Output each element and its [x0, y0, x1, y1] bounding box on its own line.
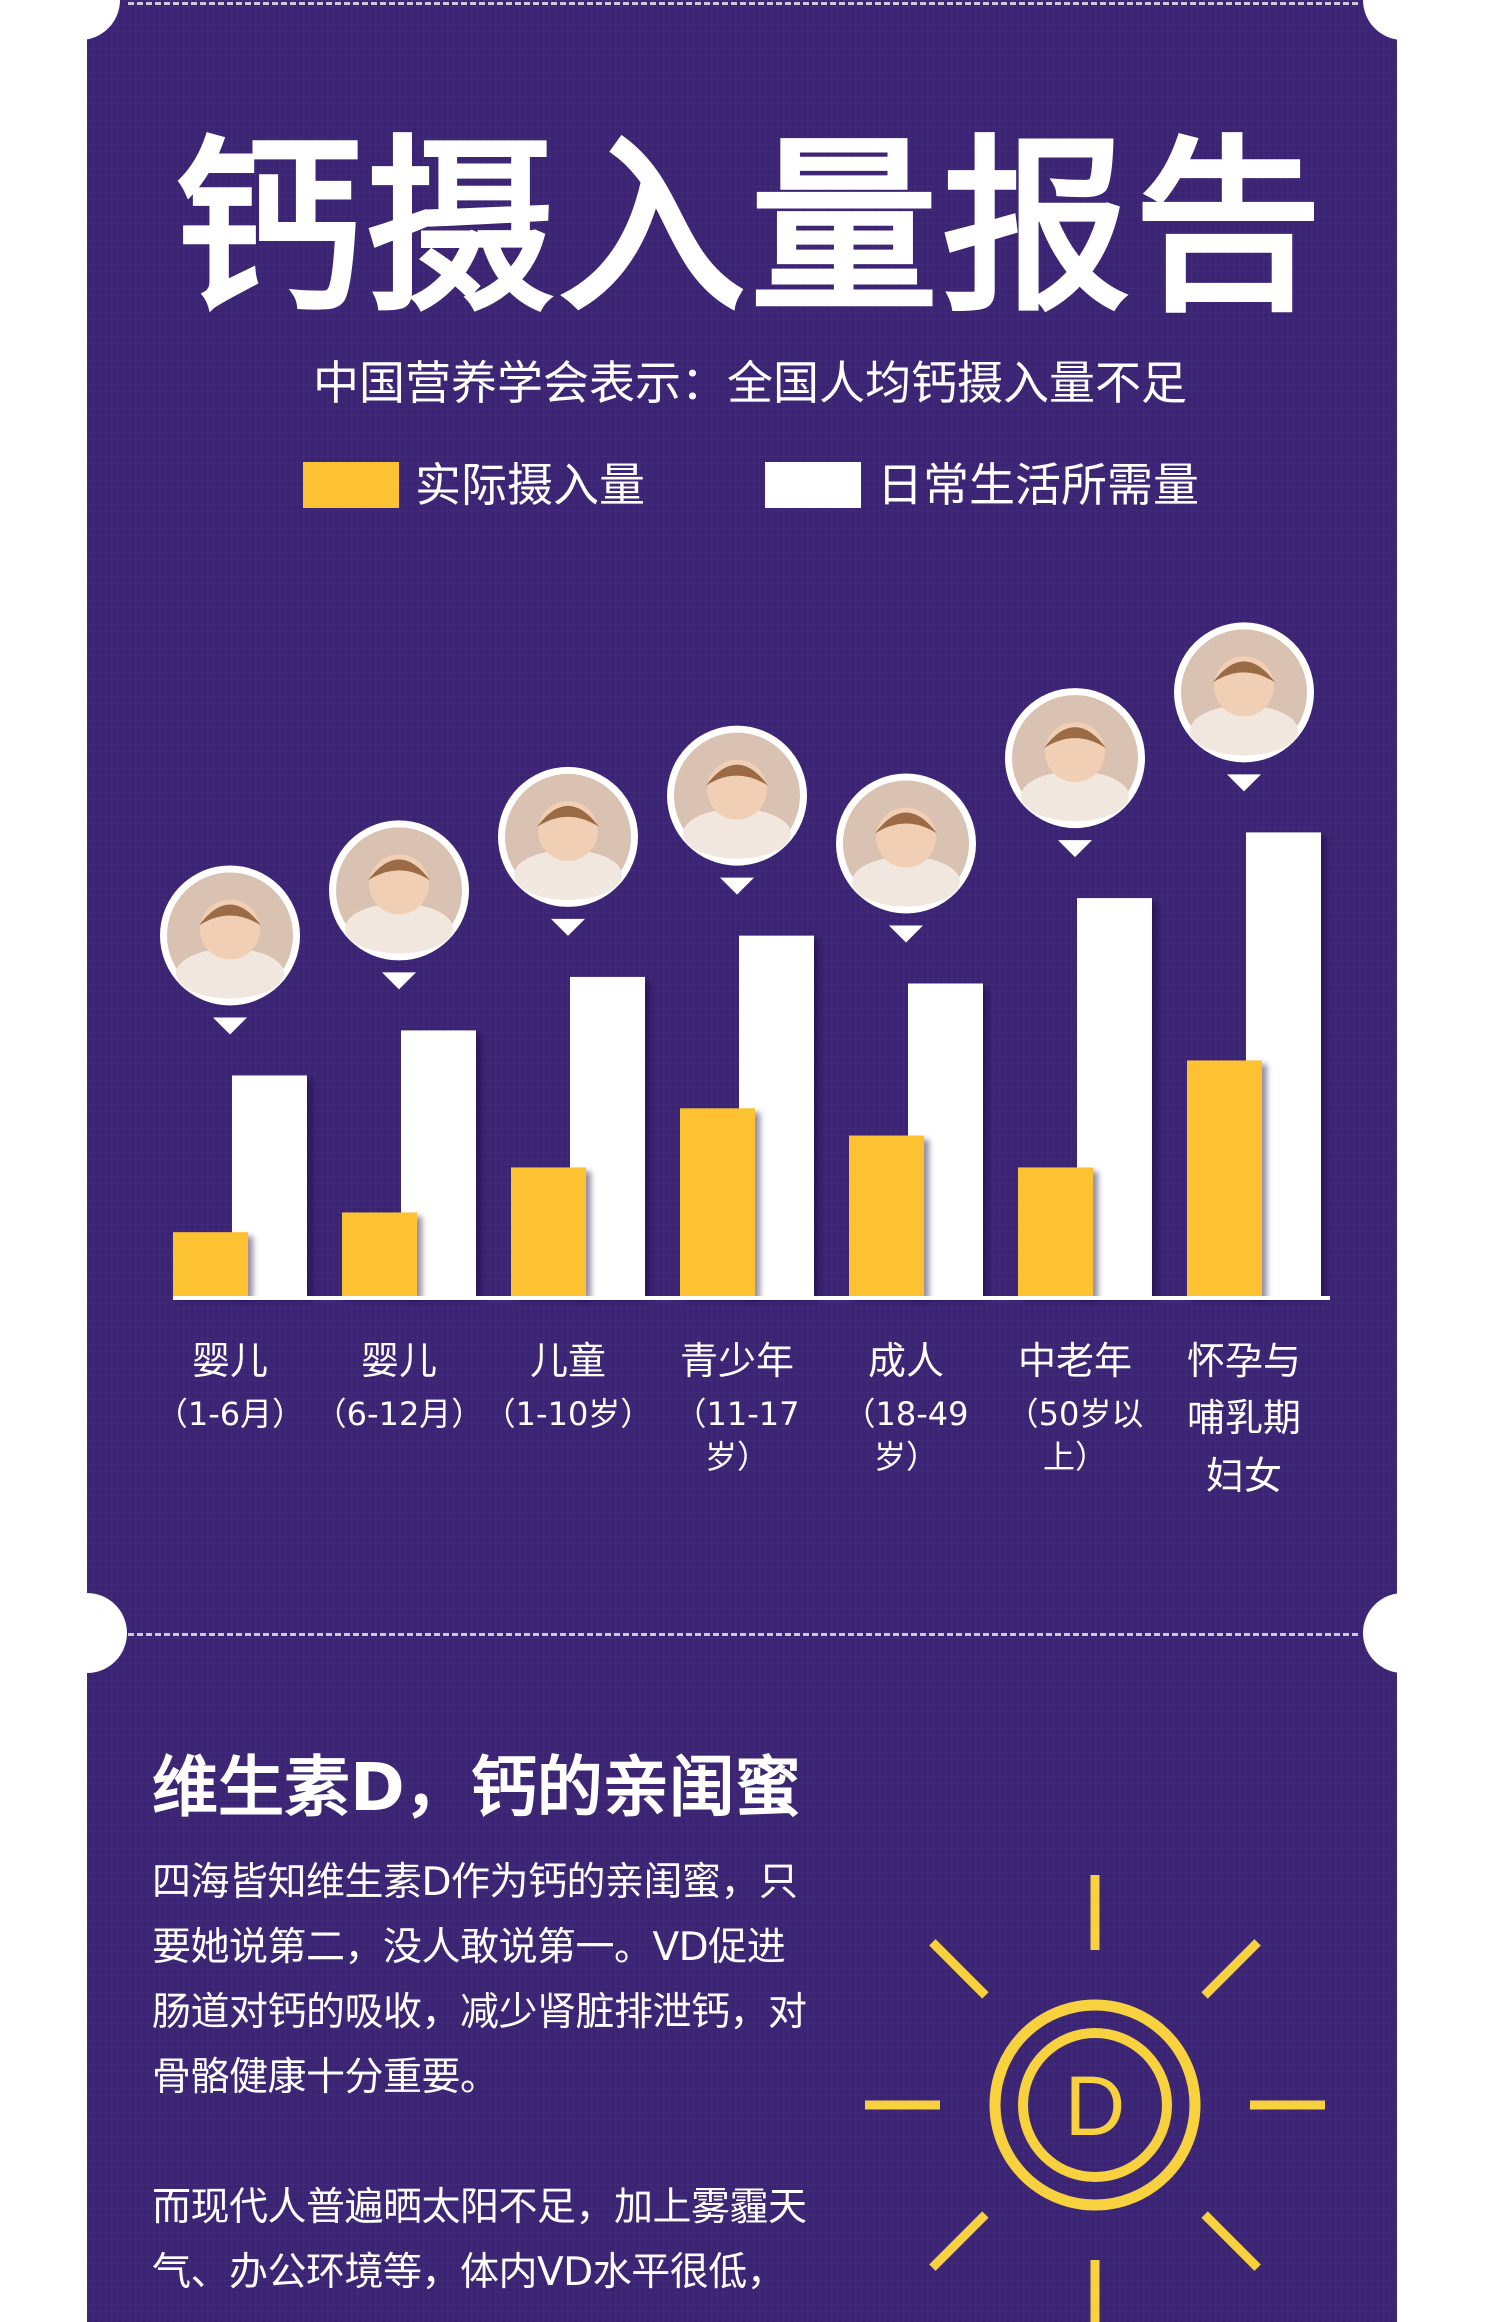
sun-ray: [929, 1939, 989, 1999]
category-name: 成人: [867, 1339, 944, 1383]
bar-actual-5: [849, 1135, 924, 1296]
report-title: 钙摄入量报告: [174, 119, 1326, 338]
bar-actual-3: [511, 1167, 586, 1296]
sleeping-baby-photo: [160, 865, 300, 1006]
vitamin-d-letter: D: [1065, 2059, 1126, 2153]
calcium-bar-chart: [160, 622, 1330, 1300]
category-name: 儿童: [529, 1339, 606, 1383]
category-name: 婴儿: [360, 1339, 437, 1383]
legend-label-required: 日常生活所需量: [877, 458, 1199, 512]
pointer-triangle-2: [382, 972, 416, 990]
legend-swatch-required: [765, 462, 861, 508]
pointer-triangle-5: [889, 925, 923, 943]
teen-with-glasses-photo: [667, 725, 807, 866]
category-age-range: （1-6月）: [155, 1395, 305, 1434]
pointer-triangle-6: [1058, 840, 1092, 858]
category-age-range: （18-49岁）: [843, 1395, 969, 1477]
legend-swatch-actual: [303, 462, 399, 508]
smiling-baby-photo: [329, 820, 469, 961]
pointer-triangle-3: [551, 918, 585, 936]
sun-outer-ring: [989, 1999, 1201, 2211]
category-label-2: 婴儿 （6-12月）: [314, 1336, 484, 1436]
category-label-5: 成人 （18-49岁）: [821, 1336, 991, 1480]
sun-rays: [865, 1875, 1325, 2322]
young-woman-photo: [836, 773, 976, 914]
bar-actual-1: [173, 1232, 248, 1296]
bar-actual-6: [1018, 1167, 1093, 1296]
bar-actual-7: [1187, 1060, 1262, 1296]
vitamin-d-sun-icon: D: [865, 1875, 1325, 2322]
category-label-4: 青少年 （11-17岁）: [652, 1336, 822, 1480]
category-name: 怀孕与: [1186, 1339, 1301, 1383]
category-age-range: （11-17岁）: [674, 1395, 800, 1477]
category-name: 婴儿: [191, 1339, 268, 1383]
section-paragraph-1: 四海皆知维生素D作为钙的亲闺蜜，只要她说第二，没人敢说第一。VD促进肠道对钙的吸…: [152, 1860, 807, 2100]
category-label-3: 儿童 （1-10岁）: [483, 1336, 653, 1436]
pointer-triangle-4: [720, 877, 754, 895]
section-paragraph-2: 而现代人普遍晒太阳不足，加上雾霾天气、办公环境等，体内VD水平很低，: [152, 2185, 807, 2295]
mid-right-notch: [1363, 1593, 1443, 1673]
category-label-1: 婴儿 （1-6月）: [145, 1336, 315, 1436]
report-subtitle: 中国营养学会表示：全国人均钙摄入量不足: [313, 356, 1187, 410]
elderly-couple-photo: [1005, 688, 1145, 829]
category-label-7: 怀孕与 哺乳期 妇女: [1159, 1336, 1329, 1502]
category-age-range: （1-10岁）: [483, 1395, 653, 1434]
category-name: 中老年: [1017, 1339, 1132, 1383]
sun-ray: [1201, 2211, 1261, 2271]
top-dashed-divider: [128, 2, 1358, 5]
category-age-range-line2: 妇女: [1205, 1453, 1282, 1498]
mid-left-notch: [47, 1593, 127, 1673]
blond-child-photo: [498, 766, 638, 907]
category-age-range: （6-12月）: [314, 1395, 484, 1434]
sun-ray: [1201, 1939, 1261, 1999]
pointer-triangle-1: [213, 1017, 247, 1035]
bar-actual-2: [342, 1212, 417, 1296]
category-age-range: （50岁以上）: [1006, 1395, 1144, 1477]
section-title: 维生素D，钙的亲闺蜜: [152, 1749, 801, 1826]
category-label-6: 中老年 （50岁以上）: [990, 1336, 1160, 1480]
pregnant-woman-photo: [1174, 622, 1314, 763]
sun-inner-ring: [1018, 2028, 1172, 2182]
bar-actual-4: [680, 1108, 755, 1296]
category-name: 青少年: [679, 1339, 794, 1383]
sun-ray: [929, 2211, 989, 2271]
pointer-triangle-7: [1227, 774, 1261, 792]
legend-label-actual: 实际摄入量: [415, 458, 645, 512]
category-age-range: 哺乳期: [1186, 1396, 1301, 1441]
mid-dashed-divider: [128, 1633, 1358, 1636]
